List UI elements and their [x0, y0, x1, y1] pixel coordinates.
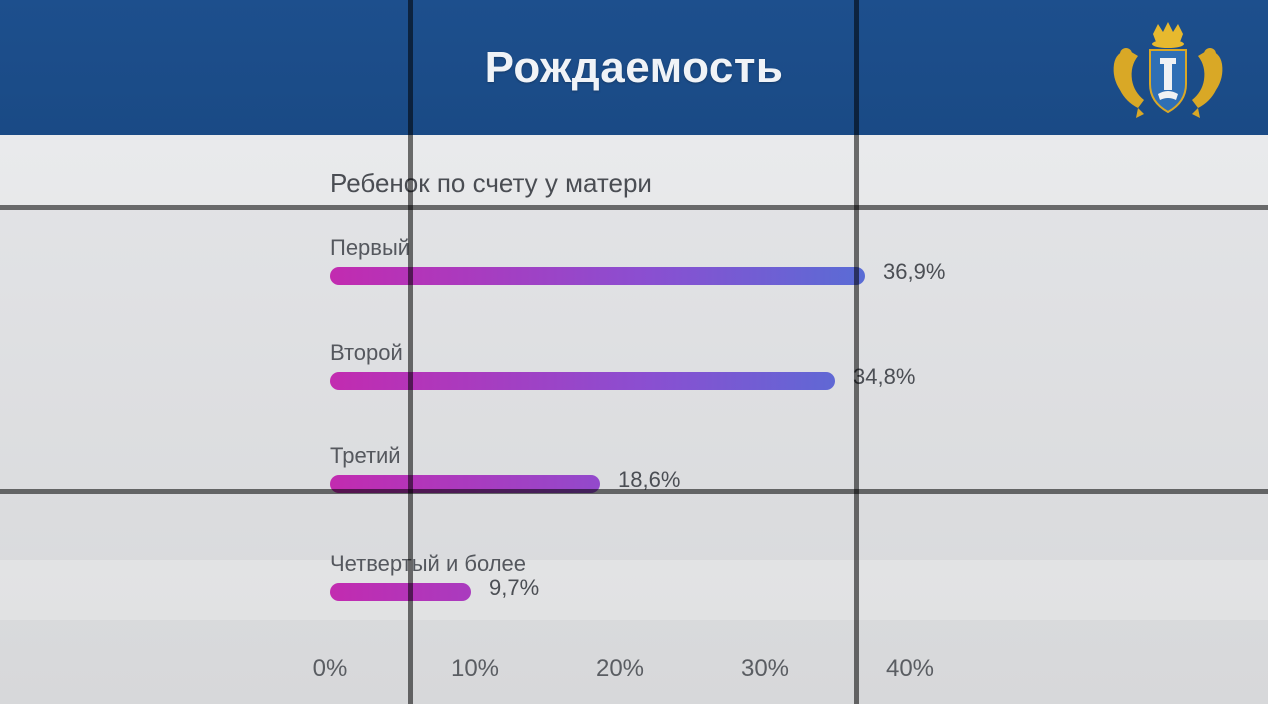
- bar-fill: [330, 475, 600, 493]
- axis-tick: 10%: [451, 655, 499, 683]
- header-bar: Рождаемость: [0, 0, 1268, 135]
- x-axis: 0% 10% 20% 30% 40%: [310, 655, 950, 695]
- bar-fill: [330, 583, 471, 601]
- axis-tick: 0%: [313, 655, 348, 683]
- coat-of-arms-icon: [1098, 22, 1238, 122]
- bar-value: 34,8%: [853, 364, 915, 390]
- bar-row: Четвертый и более9,7%: [330, 551, 930, 601]
- bar-label: Первый: [330, 235, 930, 261]
- bar-label: Второй: [330, 340, 930, 366]
- chart-subtitle: Ребенок по счету у матери: [330, 168, 652, 199]
- page-title: Рождаемость: [485, 43, 784, 93]
- bar-row: Второй34,8%: [330, 340, 930, 390]
- bar-value: 36,9%: [883, 259, 945, 285]
- axis-tick: 40%: [886, 655, 934, 683]
- bezel: [0, 205, 1268, 210]
- bar-fill: [330, 267, 865, 285]
- bar-label: Третий: [330, 443, 930, 469]
- axis-tick: 30%: [741, 655, 789, 683]
- bar-row: Третий18,6%: [330, 443, 930, 493]
- dashboard-screen: Рождаемость: [0, 0, 1268, 704]
- bar-fill: [330, 372, 835, 390]
- bar-label: Четвертый и более: [330, 551, 930, 577]
- bar-row: Первый36,9%: [330, 235, 930, 285]
- bar-value: 9,7%: [489, 575, 539, 601]
- axis-tick: 20%: [596, 655, 644, 683]
- bar-chart: Первый36,9% Второй34,8% Третий18,6% Четверт…: [330, 225, 930, 645]
- bar-value: 18,6%: [618, 467, 680, 493]
